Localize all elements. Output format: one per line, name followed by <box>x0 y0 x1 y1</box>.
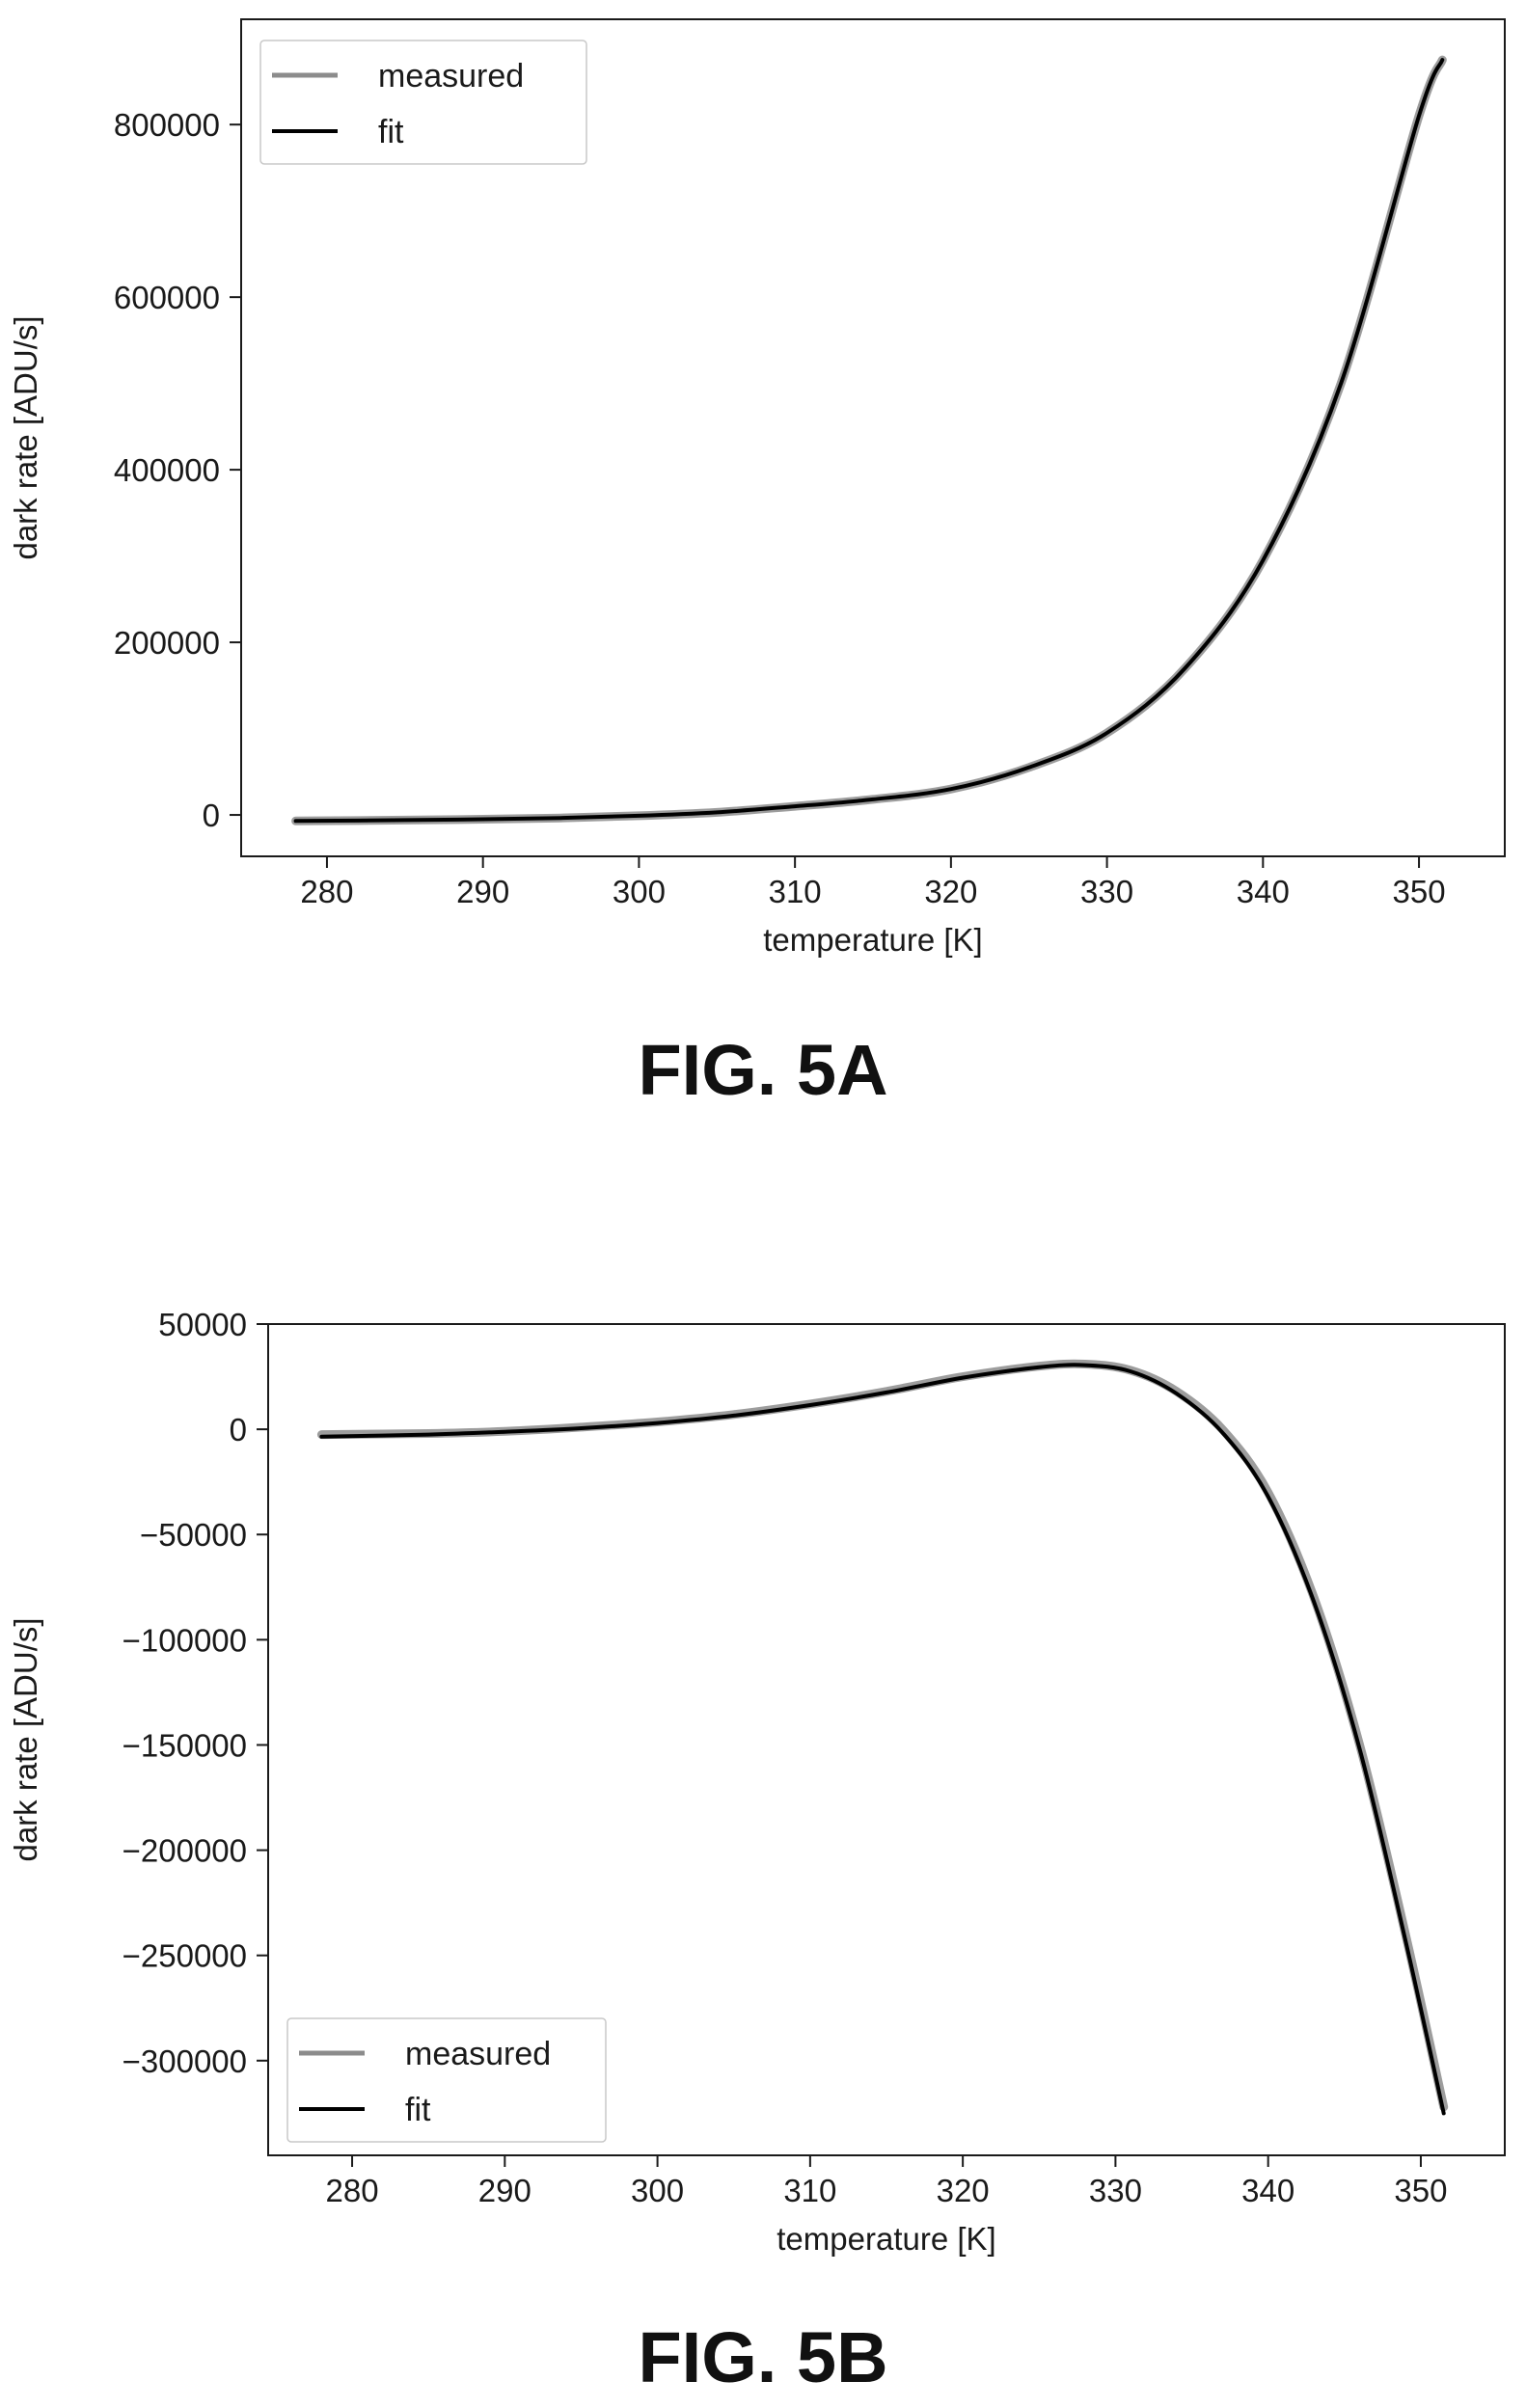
y-tick-label: 50000 <box>158 1307 247 1342</box>
legend-box <box>259 40 587 165</box>
y-tick-label: −100000 <box>123 1622 247 1658</box>
x-tick-label: 310 <box>769 874 822 909</box>
legend-label-measured: measured <box>405 2036 551 2072</box>
x-axis-label: temperature [K] <box>777 2221 995 2257</box>
x-tick-label: 280 <box>326 2173 379 2208</box>
legend-label-fit: fit <box>378 114 404 150</box>
y-tick-label: 600000 <box>114 280 220 315</box>
figure-caption-5a: FIG. 5A <box>638 1030 887 1110</box>
plot-area-frame <box>240 18 1506 857</box>
x-tick-label: 350 <box>1393 874 1446 909</box>
y-tick-label: 400000 <box>114 452 220 488</box>
x-tick-label: 300 <box>613 874 666 909</box>
y-tick-label: −200000 <box>123 1833 247 1869</box>
series-line-fit <box>293 58 1445 824</box>
legend-label-measured: measured <box>378 58 524 95</box>
plot-area-frame <box>267 1323 1506 2156</box>
x-tick-label: 320 <box>924 874 977 909</box>
x-tick-label: 330 <box>1080 874 1133 909</box>
y-axis-label: dark rate [ADU/s] <box>8 1617 43 1861</box>
chart-panel-5b: 280 290 300 310 320 330 340 350 50000 0 −50000 −100… <box>8 1307 1506 2257</box>
y-tick-label: −300000 <box>123 2043 247 2079</box>
chart-panel-5a: 280 290 300 310 320 330 340 350 0 200000 400000 600… <box>8 18 1506 958</box>
series-line-measured <box>316 1359 1449 2112</box>
x-tick-label: 350 <box>1394 2173 1447 2208</box>
y-tick-label: 0 <box>203 798 220 833</box>
x-tick-label: 320 <box>937 2173 990 2208</box>
y-tick-label: 800000 <box>114 107 220 143</box>
x-tick-label: 300 <box>631 2173 684 2208</box>
figure-caption-5b: FIG. 5B <box>638 2317 887 2397</box>
x-tick-label: 330 <box>1089 2173 1142 2208</box>
y-axis-label: dark rate [ADU/s] <box>8 315 43 559</box>
x-tick-label: 280 <box>300 874 353 909</box>
x-tick-label: 340 <box>1237 874 1290 909</box>
legend-label-fit: fit <box>405 2092 431 2128</box>
y-tick-label: −250000 <box>123 1938 247 1974</box>
y-tick-label: 0 <box>230 1412 247 1448</box>
x-tick-label: 310 <box>783 2173 836 2208</box>
x-tick-label: 290 <box>456 874 509 909</box>
series-line-fit <box>319 1363 1446 2116</box>
y-tick-label: 200000 <box>114 625 220 661</box>
x-tick-label: 340 <box>1241 2173 1294 2208</box>
series-line-measured <box>291 55 1447 825</box>
y-tick-label: −50000 <box>140 1517 247 1553</box>
y-tick-label: −150000 <box>123 1727 247 1763</box>
x-axis-label: temperature [K] <box>763 922 982 958</box>
x-tick-label: 290 <box>478 2173 531 2208</box>
legend-box <box>286 2017 607 2143</box>
